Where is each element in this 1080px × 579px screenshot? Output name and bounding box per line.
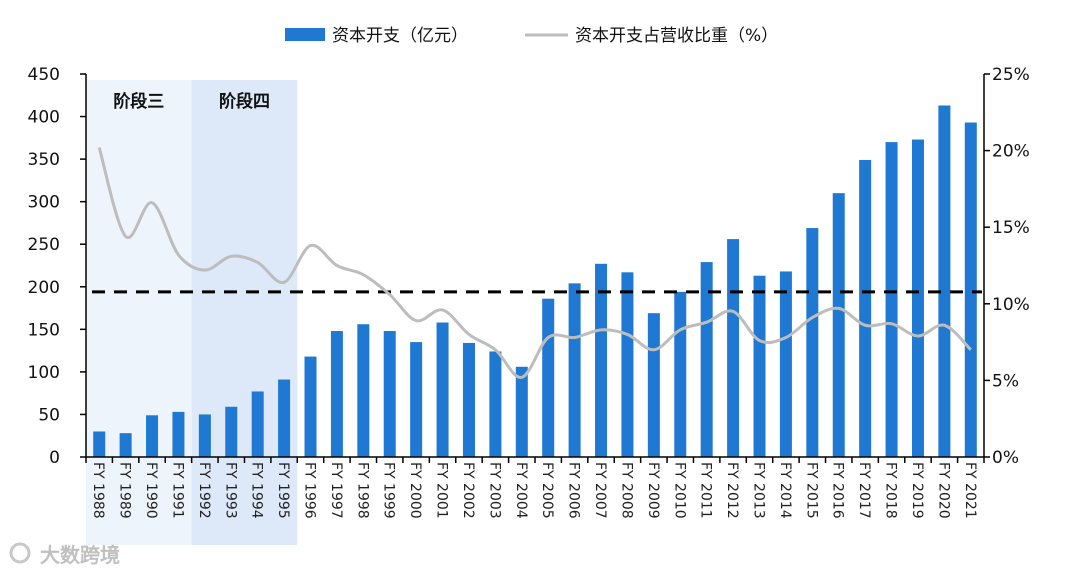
watermark-logo-icon xyxy=(11,544,29,562)
bar xyxy=(146,415,158,457)
right-tick-label: 25% xyxy=(992,65,1030,85)
bar xyxy=(357,324,369,457)
x-tick-label: FY 2003 xyxy=(486,462,502,519)
x-tick-label: FY 1997 xyxy=(328,462,344,519)
bar xyxy=(463,343,475,457)
right-tick-label: 10% xyxy=(992,295,1030,315)
left-tick-label: 250 xyxy=(28,235,60,255)
bar xyxy=(648,313,660,457)
bar xyxy=(965,123,977,457)
bar xyxy=(199,414,211,457)
x-tick-label: FY 2020 xyxy=(935,462,951,519)
bar xyxy=(225,407,237,457)
right-tick-label: 5% xyxy=(992,371,1019,391)
x-tick-label: FY 2017 xyxy=(856,462,872,519)
left-tick-label: 150 xyxy=(28,320,60,340)
bar xyxy=(489,351,501,457)
x-tick-label: FY 2018 xyxy=(883,462,899,519)
x-tick-label: FY 1991 xyxy=(169,462,185,519)
left-tick-label: 50 xyxy=(38,405,60,425)
right-tick-label: 15% xyxy=(992,218,1030,238)
x-tick-label: FY 1994 xyxy=(249,462,265,519)
left-tick-label: 200 xyxy=(28,278,60,298)
x-tick-label: FY 1992 xyxy=(196,462,212,519)
x-tick-label: FY 2019 xyxy=(909,462,925,519)
bar xyxy=(542,299,554,457)
x-tick-label: FY 1999 xyxy=(381,462,397,519)
x-tick-label: FY 2001 xyxy=(434,462,450,519)
bar xyxy=(674,292,686,457)
region-label: 阶段三 xyxy=(113,91,164,112)
bar xyxy=(437,323,449,457)
bar xyxy=(886,142,898,457)
x-tick-label: FY 2015 xyxy=(803,462,819,519)
left-tick-label: 400 xyxy=(28,108,60,128)
x-tick-label: FY 1988 xyxy=(90,462,106,519)
x-tick-label: FY 2005 xyxy=(539,462,555,519)
x-tick-label: FY 1995 xyxy=(275,462,291,519)
x-tick-label: FY 2010 xyxy=(671,462,687,519)
x-tick-label: FY 2011 xyxy=(698,462,714,519)
bar xyxy=(806,228,818,457)
bar xyxy=(384,331,396,457)
x-tick-label: FY 1998 xyxy=(354,462,370,519)
legend-line-label: 资本开支占营收比重（%） xyxy=(575,26,778,46)
x-tick-label: FY 2013 xyxy=(751,462,767,519)
x-tick-label: FY 2007 xyxy=(592,462,608,519)
left-tick-label: 300 xyxy=(28,193,60,213)
x-tick-label: FY 2014 xyxy=(777,462,793,519)
watermark: 大数跨境 xyxy=(40,543,120,567)
bar xyxy=(278,380,290,457)
bar xyxy=(172,412,184,457)
region-label: 阶段四 xyxy=(219,91,270,112)
bar xyxy=(252,391,264,457)
left-tick-label: 0 xyxy=(49,448,60,468)
bar xyxy=(912,140,924,457)
x-tick-label: FY 1990 xyxy=(143,462,159,519)
bar xyxy=(93,431,105,457)
left-tick-label: 100 xyxy=(28,363,60,383)
bar xyxy=(621,272,633,457)
bar xyxy=(754,276,766,457)
x-tick-label: FY 2000 xyxy=(407,462,423,519)
bar xyxy=(120,433,132,457)
x-tick-label: FY 1989 xyxy=(117,462,133,519)
x-tick-label: FY 2009 xyxy=(645,462,661,519)
bar xyxy=(780,271,792,457)
x-tick-label: FY 2008 xyxy=(618,462,634,519)
left-tick-label: 450 xyxy=(28,65,60,85)
bar xyxy=(833,193,845,457)
x-tick-label: FY 2004 xyxy=(513,462,529,519)
bar xyxy=(305,357,317,457)
x-tick-label: FY 2012 xyxy=(724,462,740,519)
bar xyxy=(569,283,581,457)
right-tick-label: 0% xyxy=(992,448,1019,468)
legend-bar-label: 资本开支（亿元） xyxy=(332,26,468,46)
x-tick-label: FY 2006 xyxy=(566,462,582,519)
x-tick-label: FY 1996 xyxy=(302,462,318,519)
x-tick-label: FY 2002 xyxy=(460,462,476,519)
x-tick-label: FY 2016 xyxy=(830,462,846,519)
bar xyxy=(727,239,739,457)
bar xyxy=(938,105,950,457)
bar xyxy=(516,367,528,457)
left-tick-label: 350 xyxy=(28,150,60,170)
x-tick-label: FY 2021 xyxy=(962,462,978,519)
x-tick-label: FY 1993 xyxy=(222,462,238,519)
legend-bar-swatch xyxy=(285,28,325,41)
right-tick-label: 20% xyxy=(992,142,1030,162)
bar xyxy=(410,342,422,457)
bar xyxy=(859,160,871,457)
bar xyxy=(331,331,343,457)
